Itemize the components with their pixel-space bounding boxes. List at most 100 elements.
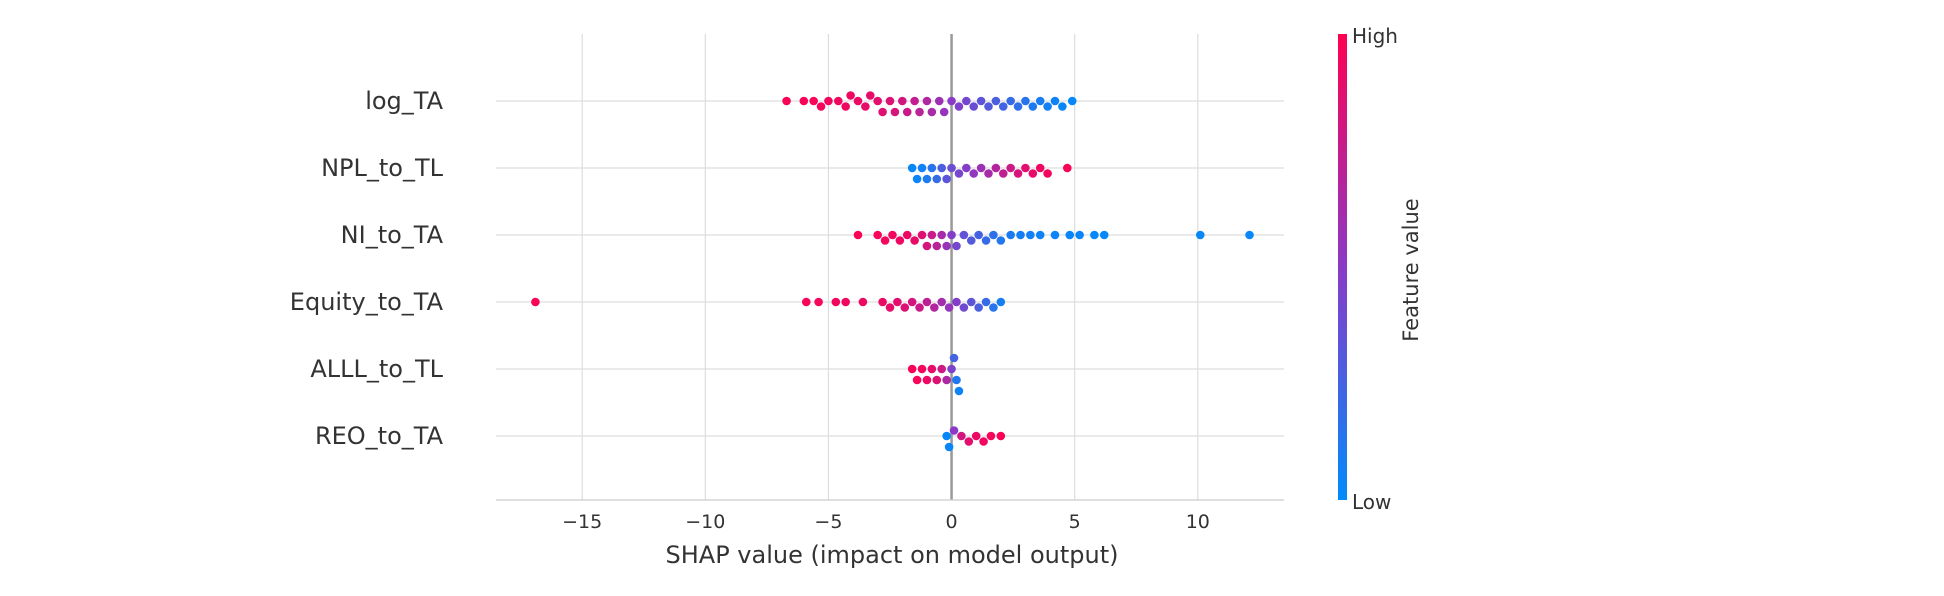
shap-point [1195,230,1205,240]
shap-point [949,426,959,435]
shap-point [949,353,959,363]
shap-point [885,96,895,106]
shap-point [991,96,1001,106]
shap-point [981,297,991,307]
shap-point [942,375,951,385]
shap-point [861,102,870,111]
shap-point [1099,230,1109,240]
shap-point [866,91,875,100]
shap-point [917,364,927,374]
shap-point [917,230,927,240]
shap-point [932,375,942,385]
shap-point [922,174,932,184]
data-points [531,91,1254,452]
shap-point [947,230,956,240]
shap-point [969,102,979,111]
feature-label: REO_to_TA [315,422,444,450]
shap-point [1013,102,1023,111]
shap-point [531,297,540,307]
shap-point [1067,96,1077,106]
shap-point [937,230,947,240]
shap-point [1075,230,1084,240]
shap-point [989,303,998,312]
feature-label: ALLL_to_TL [310,355,443,383]
shap-point [1050,96,1060,106]
shap-point [974,230,983,240]
shap-point [853,230,863,240]
shap-point [947,364,956,374]
shap-point [952,241,961,251]
shap-point [1090,230,1099,240]
shap-point [937,297,947,307]
shap-point [880,236,890,245]
x-tick-label: 5 [1069,511,1081,533]
feature-label: NI_to_TA [341,221,444,249]
shap-point [934,96,944,106]
shap-point [932,241,942,251]
shap-point [907,364,917,374]
shap-point [954,386,964,396]
shap-point [1021,163,1030,173]
shap-point [782,96,791,106]
colorbar-gradient [1338,34,1347,500]
shap-point [907,163,917,173]
shap-point [799,96,809,106]
shap-point [833,96,843,106]
shap-point [930,303,939,312]
shap-point [954,169,964,178]
shap-point [1021,96,1030,106]
feature-label: Equity_to_TA [290,288,444,316]
shap-point [927,364,937,374]
shap-point [939,107,949,117]
shap-point [902,107,912,117]
shap-point [890,107,900,117]
shap-point [1006,96,1015,106]
x-tick-label: −10 [685,511,725,533]
shap-point [846,91,855,100]
shap-point [998,102,1008,111]
shap-point [922,241,932,251]
shap-point [942,174,951,184]
shap-point [841,102,850,111]
x-tick-label: 10 [1186,511,1210,533]
shap-point [996,236,1006,245]
shap-point [927,230,937,240]
shap-point [1245,230,1254,240]
shap-point [984,169,993,178]
shap-point [991,163,1001,173]
shap-point [895,236,905,245]
shap-point [1028,169,1038,178]
shap-point [966,236,976,245]
shap-point [1006,163,1015,173]
shap-point [1058,102,1067,111]
shap-point [878,297,887,307]
shap-point [831,297,841,307]
shap-point [1043,102,1052,111]
colorbar-title: Feature value [1399,198,1423,341]
shap-point [969,169,979,178]
shap-point [1043,169,1052,178]
shap-point [902,230,912,240]
shap-point [976,96,986,106]
shap-point [893,297,902,307]
shap-point [888,230,897,240]
shap-point [927,163,937,173]
shap-point [841,297,850,307]
shap-point [954,102,964,111]
shap-point [937,163,947,173]
shap-point [962,163,971,173]
x-tick-label: −5 [814,511,842,533]
shap-point [937,364,947,374]
shap-point [816,102,826,111]
shap-point [927,107,937,117]
shap-point [1028,102,1038,111]
shap-point [873,230,882,240]
shap-point [912,174,922,184]
shap-point [853,96,863,106]
shap-point [912,375,922,385]
shap-point [873,96,882,106]
shap-point [971,431,981,441]
shap-point [964,437,974,446]
shap-point [996,297,1006,307]
